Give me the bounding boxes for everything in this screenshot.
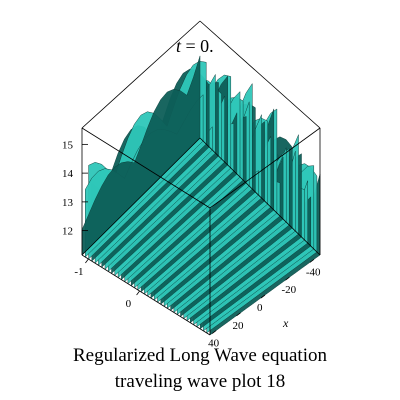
x-axis: -40 -20 0 20 40 (208, 259, 321, 350)
z-tick-label: 15 (62, 139, 74, 151)
x-tick-mark (236, 312, 241, 317)
box-edge (81, 137, 201, 256)
x-tick-label: -40 (306, 266, 321, 278)
z-tick-label: 12 (62, 226, 73, 238)
y-tick-label: -1 (74, 266, 83, 278)
z-tick-label: 14 (62, 168, 74, 180)
x-tick-mark (211, 330, 217, 334)
z-axis: 12 13 14 15 (62, 139, 88, 238)
box-edge (81, 127, 211, 209)
x-tick-mark (309, 259, 315, 263)
x-tick-mark (285, 276, 290, 281)
box-edge (199, 20, 321, 129)
x-tick-label: 40 (208, 338, 220, 350)
x-tick-label: 20 (233, 320, 245, 332)
x-axis-label: x (282, 316, 289, 330)
x-tick-mark (260, 294, 266, 299)
x-tick-label: -20 (281, 284, 296, 296)
caption-line-1: Regularized Long Wave equation (72, 345, 327, 366)
y-tick-mark (136, 290, 140, 296)
wave-surface (81, 55, 321, 336)
box-edge (199, 137, 321, 256)
z-tick-label: 13 (62, 197, 74, 209)
y-tick-mark (85, 258, 89, 264)
box-edge (81, 254, 211, 336)
x-tick-label: 0 (257, 302, 263, 314)
y-axis: -1 0 (74, 258, 140, 310)
box-edge (209, 127, 321, 209)
box-edge (81, 20, 201, 129)
y-tick-label: 0 (126, 298, 132, 310)
caption-line-2: traveling wave plot 18 (114, 371, 286, 392)
plot-title: t = 0. (176, 36, 214, 56)
bounding-box (81, 20, 321, 336)
